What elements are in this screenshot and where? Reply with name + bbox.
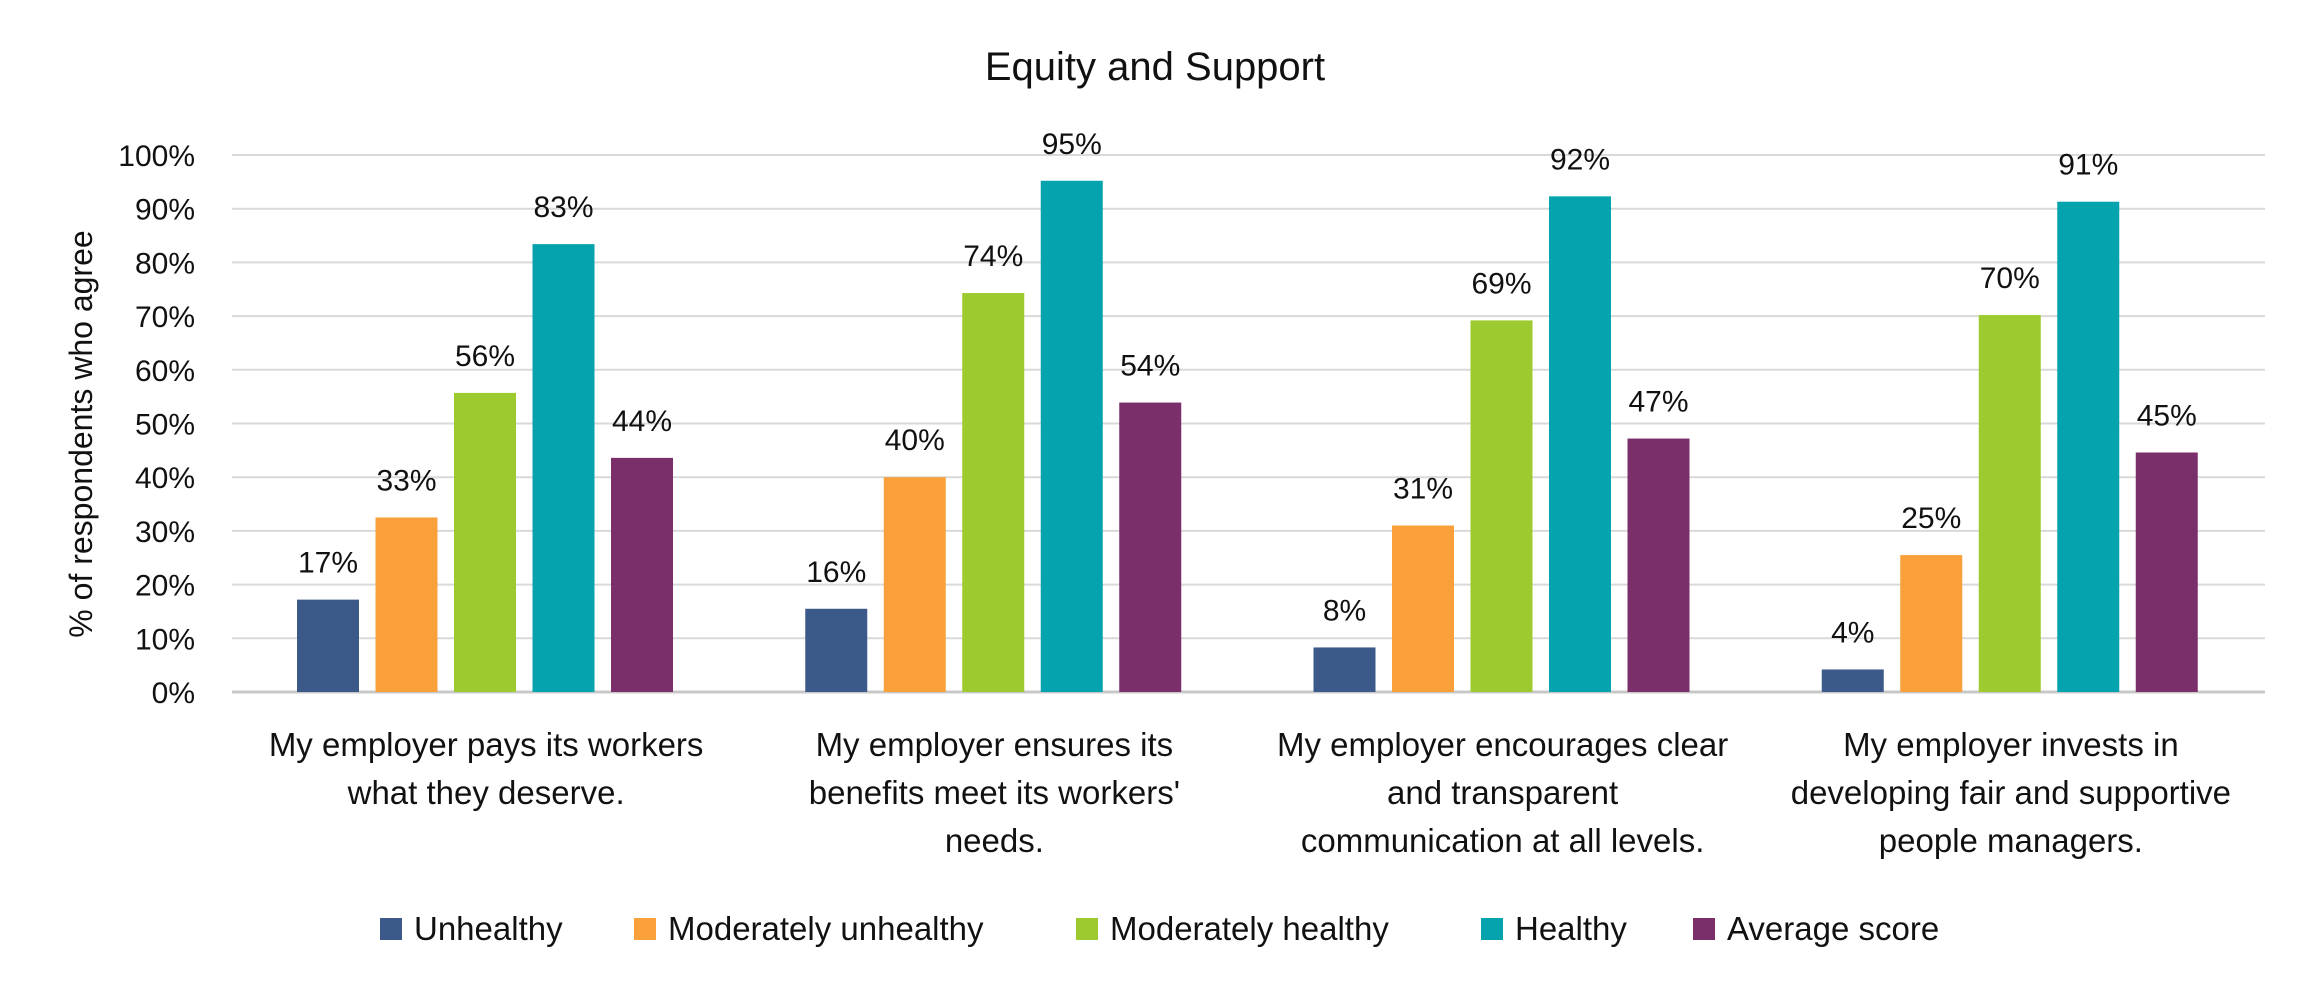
bar-moderately-unhealthy xyxy=(1392,525,1454,692)
legend: Unhealthy Moderately unhealthy Moderately … xyxy=(380,910,1939,947)
bar-moderately-unhealthy xyxy=(1900,555,1963,692)
data-labels: 17% 33% 56% 83% 44% 16% 40% 74% 95% 54% 8% 31% 69% 92… xyxy=(298,128,2197,650)
data-label: 70% xyxy=(1980,262,2040,295)
chart-title: Equity and Support xyxy=(985,45,1325,89)
x-category-label: needs. xyxy=(945,822,1044,859)
x-category-label: and transparent xyxy=(1387,774,1618,811)
y-tick-label: 30% xyxy=(135,516,195,549)
data-label: 4% xyxy=(1831,616,1874,649)
y-tick-label: 40% xyxy=(135,462,195,495)
bar-moderately-healthy xyxy=(454,392,516,692)
bar-moderately-unhealthy xyxy=(375,517,438,692)
legend-label: Average score xyxy=(1727,910,1939,947)
data-label: 54% xyxy=(1120,350,1180,383)
y-tick-label: 90% xyxy=(135,194,195,227)
data-label: 83% xyxy=(533,191,593,224)
data-label: 40% xyxy=(885,424,945,457)
bar-healthy xyxy=(1549,196,1611,692)
data-label: 16% xyxy=(806,556,866,589)
data-label: 56% xyxy=(455,340,515,373)
y-tick-label: 10% xyxy=(135,623,195,656)
data-label: 33% xyxy=(376,464,436,497)
x-category-label: communication at all levels. xyxy=(1301,822,1705,859)
bar-moderately-healthy xyxy=(1470,320,1533,692)
data-label: 92% xyxy=(1550,143,1610,176)
bar-moderately-healthy xyxy=(962,293,1025,692)
data-label: 45% xyxy=(2137,399,2197,432)
legend-label: Moderately healthy xyxy=(1110,910,1389,947)
y-tick-label: 0% xyxy=(152,677,195,710)
x-category-label: My employer invests in xyxy=(1843,726,2179,763)
legend-swatch xyxy=(1693,918,1715,940)
bar-average-score xyxy=(1627,438,1690,692)
y-tick-label: 50% xyxy=(135,409,195,442)
data-label: 95% xyxy=(1042,128,1102,161)
legend-swatch xyxy=(634,918,656,940)
x-category-label: developing fair and supportive xyxy=(1791,774,2231,811)
bars xyxy=(297,180,2198,692)
legend-swatch xyxy=(1481,918,1503,940)
data-label: 17% xyxy=(298,547,358,580)
bar-healthy xyxy=(1040,180,1103,692)
data-label: 8% xyxy=(1323,594,1366,627)
data-label: 74% xyxy=(963,240,1023,273)
data-label: 25% xyxy=(1901,502,1961,535)
legend-label: Moderately unhealthy xyxy=(668,910,984,947)
data-label: 44% xyxy=(612,405,672,438)
x-axis-category-labels: My employer pays its workers what they de… xyxy=(269,726,2231,859)
bar-unhealthy xyxy=(805,608,868,692)
bar-average-score xyxy=(611,457,673,692)
y-tick-label: 100% xyxy=(118,140,195,173)
bar-moderately-unhealthy xyxy=(883,477,946,692)
bar-unhealthy xyxy=(297,599,359,692)
bar-healthy xyxy=(2057,201,2120,692)
x-category-label: My employer pays its workers xyxy=(269,726,704,763)
data-label: 69% xyxy=(1471,267,1531,300)
data-label: 47% xyxy=(1628,386,1688,419)
y-tick-label: 70% xyxy=(135,301,195,334)
legend-swatch xyxy=(380,918,402,940)
bar-healthy xyxy=(532,244,595,692)
bar-unhealthy xyxy=(1821,669,1884,692)
x-category-label: benefits meet its workers' xyxy=(809,774,1180,811)
bar-unhealthy xyxy=(1313,647,1376,692)
bar-average-score xyxy=(1119,402,1182,692)
legend-label: Unhealthy xyxy=(414,910,563,947)
x-category-label: what they deserve. xyxy=(347,774,625,811)
x-category-label: My employer ensures its xyxy=(816,726,1174,763)
data-label: 31% xyxy=(1393,473,1453,506)
y-tick-label: 20% xyxy=(135,570,195,603)
x-category-label: people managers. xyxy=(1879,822,2143,859)
y-axis-ticks: 0% 10% 20% 30% 40% 50% 60% 70% 80% 90% 100% xyxy=(118,140,195,710)
x-category-label: My employer encourages clear xyxy=(1277,726,1728,763)
y-axis-label: % of respondents who agree xyxy=(63,230,99,637)
legend-label: Healthy xyxy=(1515,910,1627,947)
bar-average-score xyxy=(2135,452,2198,692)
data-label: 91% xyxy=(2058,149,2118,182)
legend-swatch xyxy=(1076,918,1098,940)
y-tick-label: 80% xyxy=(135,247,195,280)
bar-moderately-healthy xyxy=(1978,315,2041,692)
y-tick-label: 60% xyxy=(135,355,195,388)
